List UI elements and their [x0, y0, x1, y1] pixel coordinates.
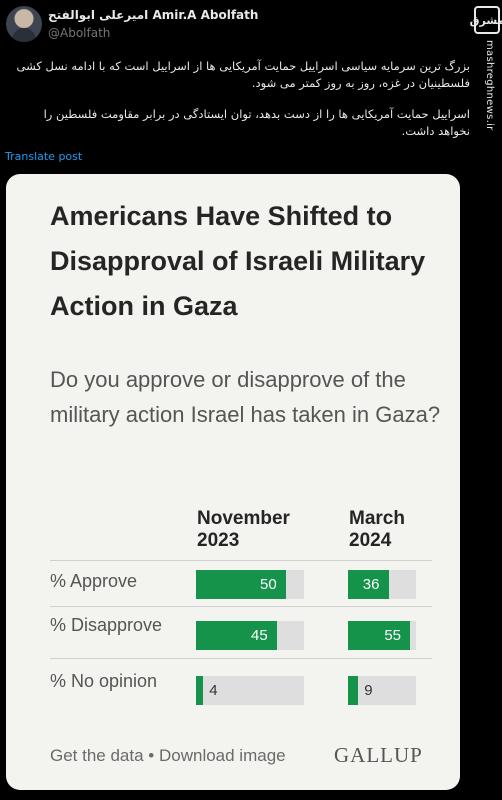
author-name-en: Amir.A Abolfath: [152, 8, 259, 22]
tweet-header: امیرعلی ابوالفتح Amir.A Abolfath @Abolfa…: [0, 0, 502, 48]
card-footer: Get the data • Download image: [50, 746, 286, 766]
tweet-text: بزرگ ترین سرمایه سیاسی اسراییل حمایت آمر…: [14, 58, 470, 140]
chart-card[interactable]: Americans Have Shifted to Disapproval of…: [6, 174, 460, 790]
translate-post-link[interactable]: Translate post: [5, 150, 83, 163]
bar: [196, 676, 204, 705]
bar-value-label: 50: [260, 576, 277, 593]
bar: [196, 621, 277, 650]
tweet-paragraph: بزرگ ترین سرمایه سیاسی اسراییل حمایت آمر…: [16, 59, 470, 90]
bar: [348, 621, 411, 650]
row-label: % No opinion: [50, 671, 158, 691]
get-data-link[interactable]: Get the data: [50, 746, 144, 765]
gallup-logo: GALLUP: [334, 743, 423, 767]
row-divider: [50, 658, 432, 659]
tweet-paragraph: اسراییل حمایت آمریکایی ها را از دست بدهد…: [43, 107, 470, 138]
bar-track: 9: [348, 676, 416, 705]
bar-value-label: 9: [364, 682, 373, 699]
bar-track: 45: [196, 621, 304, 650]
avatar[interactable]: [6, 6, 42, 42]
watermark: مشرق mashreghnews.ir: [470, 0, 502, 148]
bar-track: 4: [196, 676, 304, 705]
bar: [348, 570, 389, 599]
download-image-link[interactable]: Download image: [158, 746, 286, 765]
row-divider: [50, 606, 432, 607]
bar: [348, 676, 359, 705]
bar-track: 55: [348, 621, 416, 650]
watermark-url: mashreghnews.ir: [484, 40, 495, 131]
chart-title: Americans Have Shifted to Disapproval of…: [50, 201, 426, 321]
author-handle[interactable]: @Abolfath: [48, 26, 111, 40]
bar-track: 36: [348, 570, 416, 599]
bar: [196, 570, 286, 599]
row-label: % Disapprove: [50, 615, 163, 635]
footer-separator: •: [143, 746, 159, 765]
row-label: % Approve: [50, 571, 138, 591]
watermark-logo: مشرق: [470, 6, 502, 34]
author-name-fa: امیرعلی ابوالفتح: [48, 8, 149, 22]
author-name[interactable]: امیرعلی ابوالفتح Amir.A Abolfath: [48, 8, 258, 22]
bar-value-label: 55: [384, 627, 402, 644]
bar-value-label: 36: [362, 576, 380, 593]
bar-track: 50: [196, 570, 304, 599]
column-header-march-2024: March 2024: [349, 508, 405, 551]
bar-value-label: 45: [251, 627, 268, 644]
chart-question: Do you approve or disapprove of the mili…: [50, 367, 441, 427]
row-divider: [50, 560, 432, 561]
bar-value-label: 4: [209, 682, 218, 699]
column-header-november-2023: November 2023: [197, 508, 290, 551]
